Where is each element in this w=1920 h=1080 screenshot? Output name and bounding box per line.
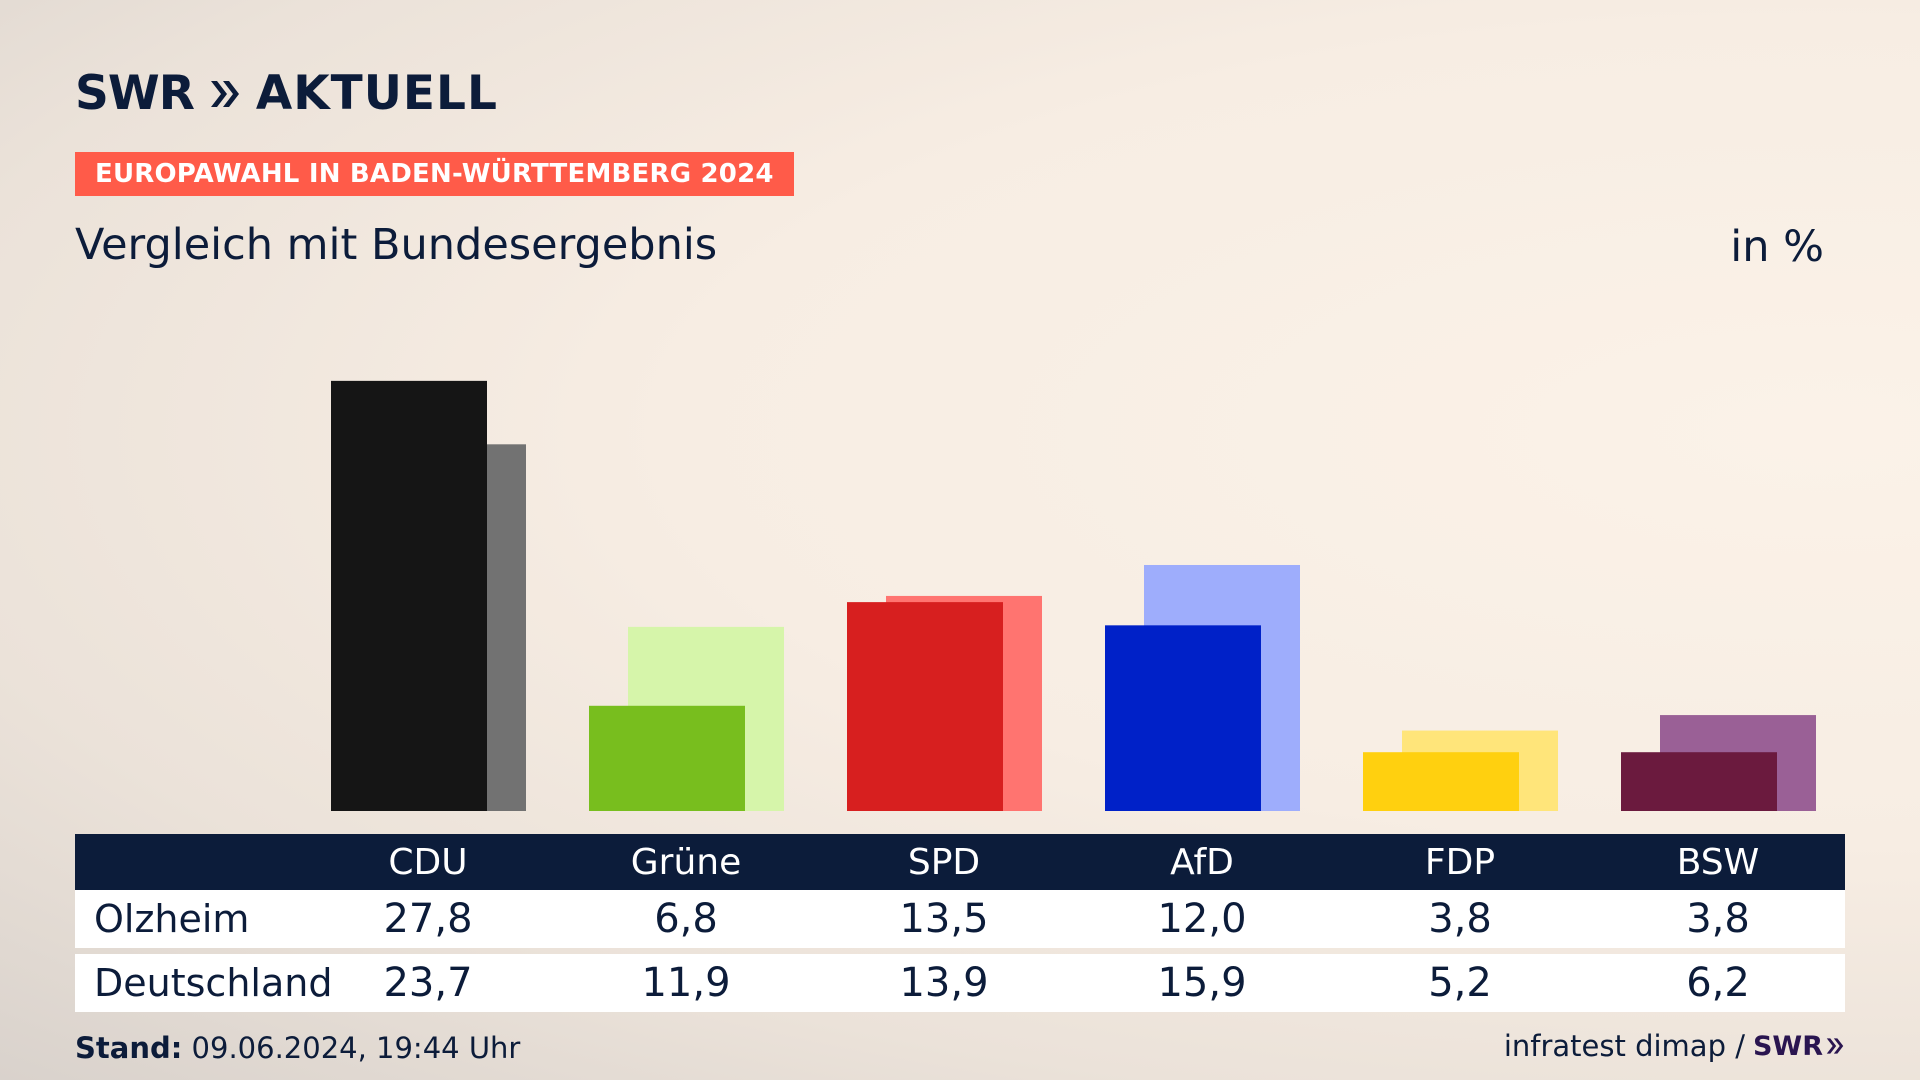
stand-value: 09.06.2024, 19:44 Uhr — [191, 1031, 521, 1065]
row-label-olzheim: Olzheim — [94, 897, 250, 941]
value-deutschland-cdu: 23,7 — [383, 960, 473, 1006]
bar-chart — [331, 380, 1816, 811]
value-olzheim-cdu: 27,8 — [383, 896, 473, 942]
timestamp: Stand: 09.06.2024, 19:44 Uhr — [75, 1031, 520, 1065]
value-olzheim-fdp: 3,8 — [1428, 896, 1492, 942]
logo: SWR AKTUELL — [75, 66, 498, 121]
party-label-cdu: CDU — [388, 841, 468, 883]
value-deutschland-grüne: 11,9 — [641, 960, 731, 1006]
source-text: infratest dimap / — [1503, 1029, 1745, 1063]
topic-banner: EUROPAWAHL IN BADEN-WÜRTTEMBERG 2024 — [75, 152, 794, 196]
value-olzheim-bsw: 3,8 — [1686, 896, 1750, 942]
double-chevron-icon — [1826, 1038, 1844, 1054]
row-label-deutschland: Deutschland — [94, 961, 333, 1005]
bar-olzheim-bsw — [1621, 752, 1777, 811]
stand-label: Stand: — [75, 1031, 183, 1065]
value-olzheim-spd: 13,5 — [899, 896, 989, 942]
table-row: Olzheim 27,8 6,8 13,5 12,0 3,8 3,8 — [75, 890, 1845, 948]
value-deutschland-afd: 15,9 — [1157, 960, 1247, 1006]
party-header-row: CDU Grüne SPD AfD FDP BSW — [75, 834, 1845, 890]
bar-olzheim-grüne — [589, 705, 745, 811]
party-label-bsw: BSW — [1676, 841, 1760, 883]
party-label-grüne: Grüne — [630, 841, 742, 883]
results-table: CDU Grüne SPD AfD FDP BSW Olzheim 27,8 6,8 13,5… — [75, 834, 1845, 1012]
bar-olzheim-afd — [1105, 625, 1261, 811]
unit-label: in % — [1730, 222, 1824, 272]
logo-brand: SWR — [75, 66, 195, 121]
chart-subtitle: Vergleich mit Bundesergebnis — [75, 220, 718, 270]
table-row: Deutschland 23,7 11,9 13,9 15,9 5,2 6,2 — [75, 954, 1845, 1012]
source-brand: SWR — [1753, 1031, 1845, 1062]
logo-product: AKTUELL — [255, 66, 498, 121]
bar-olzheim-spd — [847, 602, 1003, 811]
source-credit: infratest dimap / SWR — [1504, 1029, 1845, 1063]
bar-olzheim-fdp — [1363, 752, 1519, 811]
party-label-afd: AfD — [1170, 841, 1234, 883]
value-olzheim-afd: 12,0 — [1157, 896, 1247, 942]
value-deutschland-bsw: 6,2 — [1686, 960, 1750, 1006]
party-label-fdp: FDP — [1424, 841, 1496, 883]
bar-olzheim-cdu — [331, 380, 487, 811]
value-deutschland-fdp: 5,2 — [1428, 960, 1492, 1006]
double-chevron-icon — [210, 80, 239, 107]
value-deutschland-spd: 13,9 — [899, 960, 989, 1006]
party-label-spd: SPD — [907, 841, 981, 883]
source-brand-text: SWR — [1752, 1030, 1823, 1062]
value-olzheim-grüne: 6,8 — [654, 896, 718, 942]
